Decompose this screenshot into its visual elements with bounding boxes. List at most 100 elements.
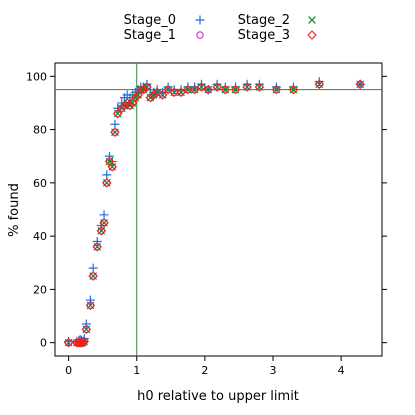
point-Stage_3-28 [145,92,156,103]
y-tick-label-1: 20 [33,283,47,296]
point-Stage_1-43 [255,83,264,91]
y-axis: 0 20 40 60 80 100 [26,70,387,350]
point-Stage_3-35 [183,84,193,95]
point-Stage_3-32 [163,84,173,95]
point-Stage_3-36 [189,84,200,95]
point-Stage_3-18 [116,103,127,114]
point-Stage_1-13 [103,179,111,187]
point-Stage_3-25 [136,84,146,95]
point-Stage_3-37 [196,82,207,92]
point-Stage_3-30 [152,87,162,98]
point-Stage_1-46 [315,80,324,89]
point-Stage_1-44 [272,85,281,94]
point-Stage_3-42 [242,82,252,92]
legend-marker-Stage_1 [196,31,204,39]
point-Stage_1-41 [231,85,240,94]
series-Stage_1 [64,80,364,347]
y-tick-label-0: 0 [40,337,47,350]
x-tick-label-3: 3 [270,364,277,377]
point-Stage_1-9 [89,272,97,280]
legend-marker-Stage_0 [195,15,205,25]
point-Stage_0-12 [99,210,109,220]
legend-marker-Stage_3 [307,30,317,40]
point-Stage_3-41 [230,84,241,95]
reference-lines [55,63,382,356]
point-Stage_3-7 [81,324,92,335]
point-Stage_1-7 [82,325,91,334]
point-Stage_1-39 [213,83,221,91]
point-Stage_1-0 [64,338,73,347]
point-Stage_0-13 [102,170,112,180]
point-Stage_3-26 [138,84,149,95]
y-tick-label-2: 40 [33,230,47,243]
point-Stage_3-33 [169,87,179,98]
legend: Stage_0 Stage_2 Stage_1 Stage_3 [124,13,317,43]
point-Stage_3-2 [74,337,84,348]
point-Stage_3-15 [107,162,118,172]
point-Stage_0-16 [110,119,120,129]
point-Stage_3-17 [112,108,123,119]
point-Stage_0-14 [105,151,114,161]
point-Stage_1-40 [221,85,230,94]
point-Stage_3-47 [355,79,365,90]
x-axis-title: h0 relative to upper limit [137,389,299,404]
point-Stage_1-38 [204,85,212,94]
point-Stage_3-44 [271,84,282,95]
x-tick-label-1: 1 [133,364,140,377]
point-Stage_3-9 [88,271,98,281]
series-Stage_3 [63,79,365,348]
point-Stage_3-29 [149,90,159,100]
series-Stage_0 [64,77,365,346]
point-Stage_3-27 [142,82,152,92]
data-points [63,77,365,348]
legend-label-Stage_0: Stage_0 [124,13,176,28]
y-axis-title: % found [7,183,22,237]
y-tick-label-4: 80 [33,124,47,137]
legend-marker-Stage_2 [308,16,316,24]
y-tick-label-3: 60 [33,177,47,190]
point-Stage_1-16 [111,128,119,136]
point-Stage_3-3 [75,337,85,348]
point-Stage_3-0 [63,337,74,348]
point-Stage_1-8 [86,301,95,310]
x-tick-label-4: 4 [338,364,345,377]
point-Stage_3-34 [176,87,186,98]
point-Stage_1-37 [197,83,206,91]
point-Stage_3-23 [130,92,141,103]
legend-label-Stage_3: Stage_3 [238,28,290,43]
x-tick-label-0: 0 [65,364,72,377]
point-Stage_1-42 [243,83,251,91]
legend-label-Stage_2: Stage_2 [238,13,290,28]
point-Stage_1-12 [100,219,108,227]
point-Stage_3-11 [96,226,107,236]
point-Stage_3-4 [76,337,87,348]
point-Stage_0-10 [92,236,102,246]
point-Stage_3-31 [157,90,168,100]
point-Stage_3-39 [212,82,222,92]
x-tick-label-2: 2 [201,364,208,377]
point-Stage_1-45 [289,85,298,94]
point-Stage_3-38 [203,84,214,95]
legend-label-Stage_1: Stage_1 [124,28,176,43]
point-Stage_3-6 [79,336,90,347]
point-Stage_3-16 [110,127,120,138]
y-tick-label-5: 100 [26,70,47,83]
point-Stage_1-10 [93,243,101,251]
point-Stage_3-45 [288,84,299,95]
point-Stage_0-8 [85,295,95,305]
plot-frame [54,62,383,357]
point-Stage_3-40 [220,84,231,95]
point-Stage_3-43 [254,82,265,92]
x-axis: 0 1 2 3 4 [65,356,345,377]
point-Stage_1-11 [97,227,106,235]
point-Stage_1-47 [356,80,364,89]
series-Stage_2 [64,80,365,347]
point-Stage_3-10 [92,242,103,252]
point-Stage_3-13 [101,178,112,188]
point-Stage_3-21 [125,100,135,111]
point-Stage_0-9 [88,263,98,273]
point-Stage_3-46 [314,79,325,90]
point-Stage_3-8 [85,300,96,311]
point-Stage_3-12 [99,218,109,228]
